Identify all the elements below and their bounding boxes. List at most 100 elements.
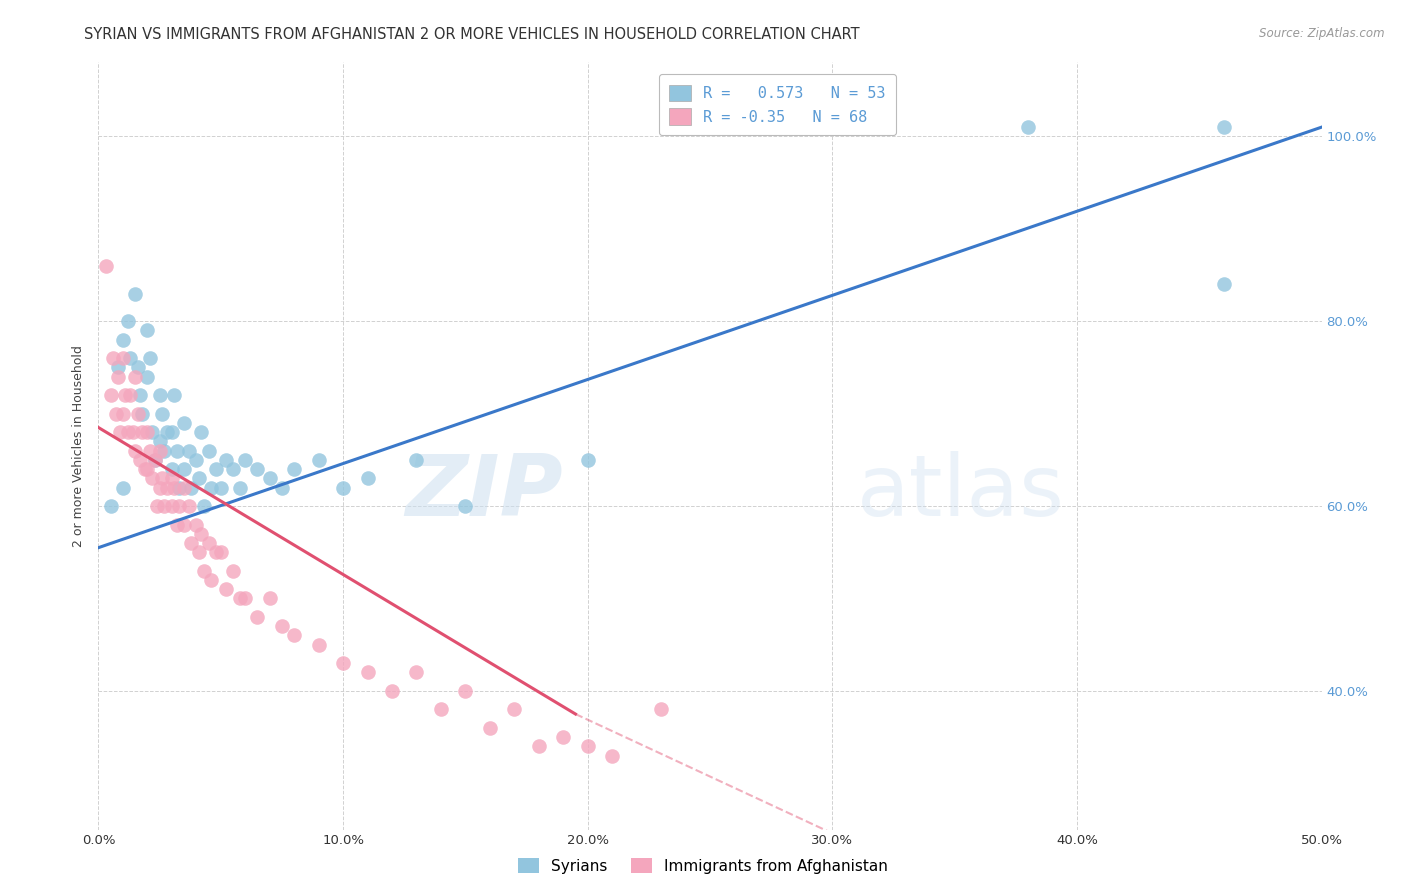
Point — [166, 517, 188, 532]
Point — [187, 545, 209, 559]
Point — [173, 481, 195, 495]
Point — [149, 388, 172, 402]
Point — [454, 499, 477, 513]
Point — [205, 462, 228, 476]
Point — [229, 481, 252, 495]
Point — [270, 619, 294, 633]
Point — [129, 453, 152, 467]
Point — [233, 591, 256, 606]
Point — [209, 545, 232, 559]
Point — [186, 453, 208, 467]
Point — [1212, 120, 1234, 135]
Point — [136, 323, 159, 337]
Point — [111, 407, 134, 421]
Point — [173, 517, 195, 532]
Point — [197, 443, 219, 458]
Point — [200, 573, 222, 587]
Point — [160, 425, 183, 439]
Point — [332, 656, 354, 670]
Point — [149, 434, 172, 449]
Point — [117, 425, 139, 439]
Point — [1017, 120, 1039, 135]
Point — [381, 684, 404, 698]
Point — [308, 638, 330, 652]
Point — [127, 360, 149, 375]
Point — [163, 388, 186, 402]
Point — [200, 481, 222, 495]
Point — [117, 314, 139, 328]
Legend: Syrians, Immigrants from Afghanistan: Syrians, Immigrants from Afghanistan — [512, 852, 894, 880]
Point — [180, 536, 202, 550]
Point — [156, 481, 179, 495]
Point — [527, 739, 550, 754]
Point — [114, 388, 136, 402]
Point — [259, 471, 281, 485]
Point — [576, 739, 599, 754]
Point — [229, 591, 252, 606]
Point — [356, 471, 378, 485]
Point — [173, 462, 195, 476]
Point — [141, 425, 163, 439]
Point — [167, 481, 190, 495]
Point — [120, 388, 142, 402]
Point — [111, 351, 134, 366]
Point — [124, 443, 146, 458]
Point — [478, 721, 501, 735]
Point — [110, 425, 132, 439]
Point — [104, 407, 127, 421]
Point — [111, 481, 134, 495]
Point — [153, 443, 176, 458]
Point — [186, 517, 208, 532]
Point — [332, 481, 354, 495]
Point — [160, 471, 183, 485]
Point — [190, 526, 212, 541]
Point — [205, 545, 228, 559]
Point — [124, 369, 146, 384]
Point — [160, 462, 183, 476]
Point — [222, 462, 245, 476]
Point — [283, 628, 305, 642]
Text: ZIP: ZIP — [405, 450, 564, 533]
Point — [136, 462, 159, 476]
Legend: R =   0.573   N = 53, R = -0.35   N = 68: R = 0.573 N = 53, R = -0.35 N = 68 — [658, 74, 896, 136]
Point — [246, 462, 269, 476]
Point — [193, 499, 215, 513]
Point — [111, 333, 134, 347]
Point — [150, 407, 173, 421]
Point — [153, 499, 176, 513]
Point — [149, 443, 172, 458]
Point — [270, 481, 294, 495]
Point — [139, 443, 162, 458]
Point — [143, 453, 166, 467]
Point — [308, 453, 330, 467]
Point — [193, 564, 215, 578]
Point — [149, 481, 172, 495]
Point — [233, 453, 256, 467]
Point — [214, 453, 236, 467]
Point — [136, 369, 159, 384]
Point — [127, 407, 149, 421]
Point — [156, 425, 179, 439]
Point — [650, 702, 672, 716]
Point — [576, 453, 599, 467]
Point — [146, 499, 169, 513]
Point — [180, 481, 202, 495]
Point — [454, 684, 477, 698]
Point — [129, 388, 152, 402]
Point — [214, 582, 236, 597]
Point — [166, 443, 188, 458]
Y-axis label: 2 or more Vehicles in Household: 2 or more Vehicles in Household — [72, 345, 86, 547]
Point — [141, 471, 163, 485]
Point — [173, 416, 195, 430]
Text: Source: ZipAtlas.com: Source: ZipAtlas.com — [1260, 27, 1385, 40]
Point — [143, 453, 166, 467]
Point — [134, 462, 156, 476]
Point — [356, 665, 378, 680]
Point — [121, 425, 143, 439]
Point — [107, 369, 129, 384]
Point — [100, 499, 122, 513]
Point — [405, 665, 427, 680]
Point — [1212, 277, 1234, 292]
Point — [150, 471, 173, 485]
Point — [503, 702, 526, 716]
